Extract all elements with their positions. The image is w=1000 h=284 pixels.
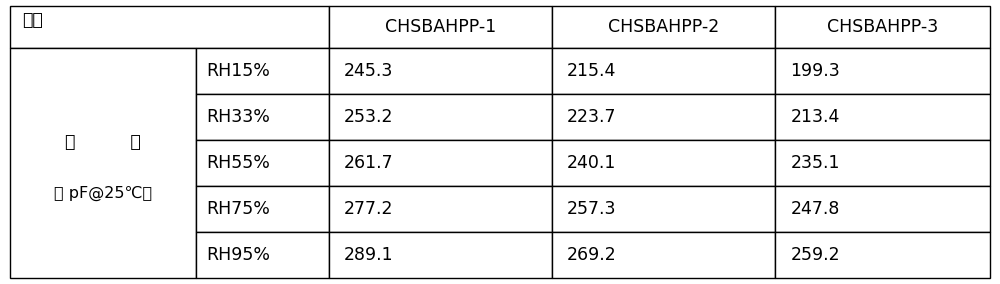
Text: RH33%: RH33% xyxy=(206,108,270,126)
Text: 199.3: 199.3 xyxy=(790,62,840,80)
Text: RH55%: RH55% xyxy=(206,154,270,172)
Text: （ pF@25℃）: （ pF@25℃） xyxy=(54,185,152,201)
Bar xyxy=(196,140,328,186)
Text: CHSBAHPP-3: CHSBAHPP-3 xyxy=(827,18,938,36)
Text: CHSBAHPP-1: CHSBAHPP-1 xyxy=(385,18,496,36)
Text: 257.3: 257.3 xyxy=(567,200,616,218)
Text: 235.1: 235.1 xyxy=(790,154,840,172)
Text: 240.1: 240.1 xyxy=(567,154,616,172)
Text: 213.4: 213.4 xyxy=(790,108,840,126)
Bar xyxy=(552,232,775,278)
Text: RH75%: RH75% xyxy=(206,200,270,218)
Bar xyxy=(328,48,552,94)
Bar xyxy=(328,6,552,48)
Bar xyxy=(775,232,990,278)
Text: 259.2: 259.2 xyxy=(790,246,840,264)
Bar xyxy=(775,140,990,186)
Bar xyxy=(552,140,775,186)
Text: RH95%: RH95% xyxy=(206,246,270,264)
Text: RH15%: RH15% xyxy=(206,62,270,80)
Bar xyxy=(775,186,990,232)
Text: 269.2: 269.2 xyxy=(567,246,617,264)
Text: 277.2: 277.2 xyxy=(344,200,393,218)
Bar xyxy=(552,186,775,232)
Text: 289.1: 289.1 xyxy=(344,246,393,264)
Bar xyxy=(552,6,775,48)
Bar xyxy=(10,6,328,48)
Bar xyxy=(196,232,328,278)
Text: 试样: 试样 xyxy=(22,11,43,30)
Text: CHSBAHPP-2: CHSBAHPP-2 xyxy=(608,18,719,36)
Bar xyxy=(775,6,990,48)
Text: 245.3: 245.3 xyxy=(344,62,393,80)
Text: 247.8: 247.8 xyxy=(790,200,840,218)
Bar xyxy=(10,48,196,278)
Text: 215.4: 215.4 xyxy=(567,62,616,80)
Text: 261.7: 261.7 xyxy=(344,154,393,172)
Bar xyxy=(328,140,552,186)
Text: 253.2: 253.2 xyxy=(344,108,393,126)
Bar xyxy=(552,48,775,94)
Text: 电          容: 电 容 xyxy=(65,133,141,151)
Bar xyxy=(328,186,552,232)
Bar xyxy=(328,94,552,140)
Bar xyxy=(328,232,552,278)
Bar xyxy=(552,94,775,140)
Bar xyxy=(196,94,328,140)
Bar xyxy=(775,94,990,140)
Bar xyxy=(775,48,990,94)
Bar xyxy=(196,48,328,94)
Bar xyxy=(196,186,328,232)
Text: 223.7: 223.7 xyxy=(567,108,616,126)
